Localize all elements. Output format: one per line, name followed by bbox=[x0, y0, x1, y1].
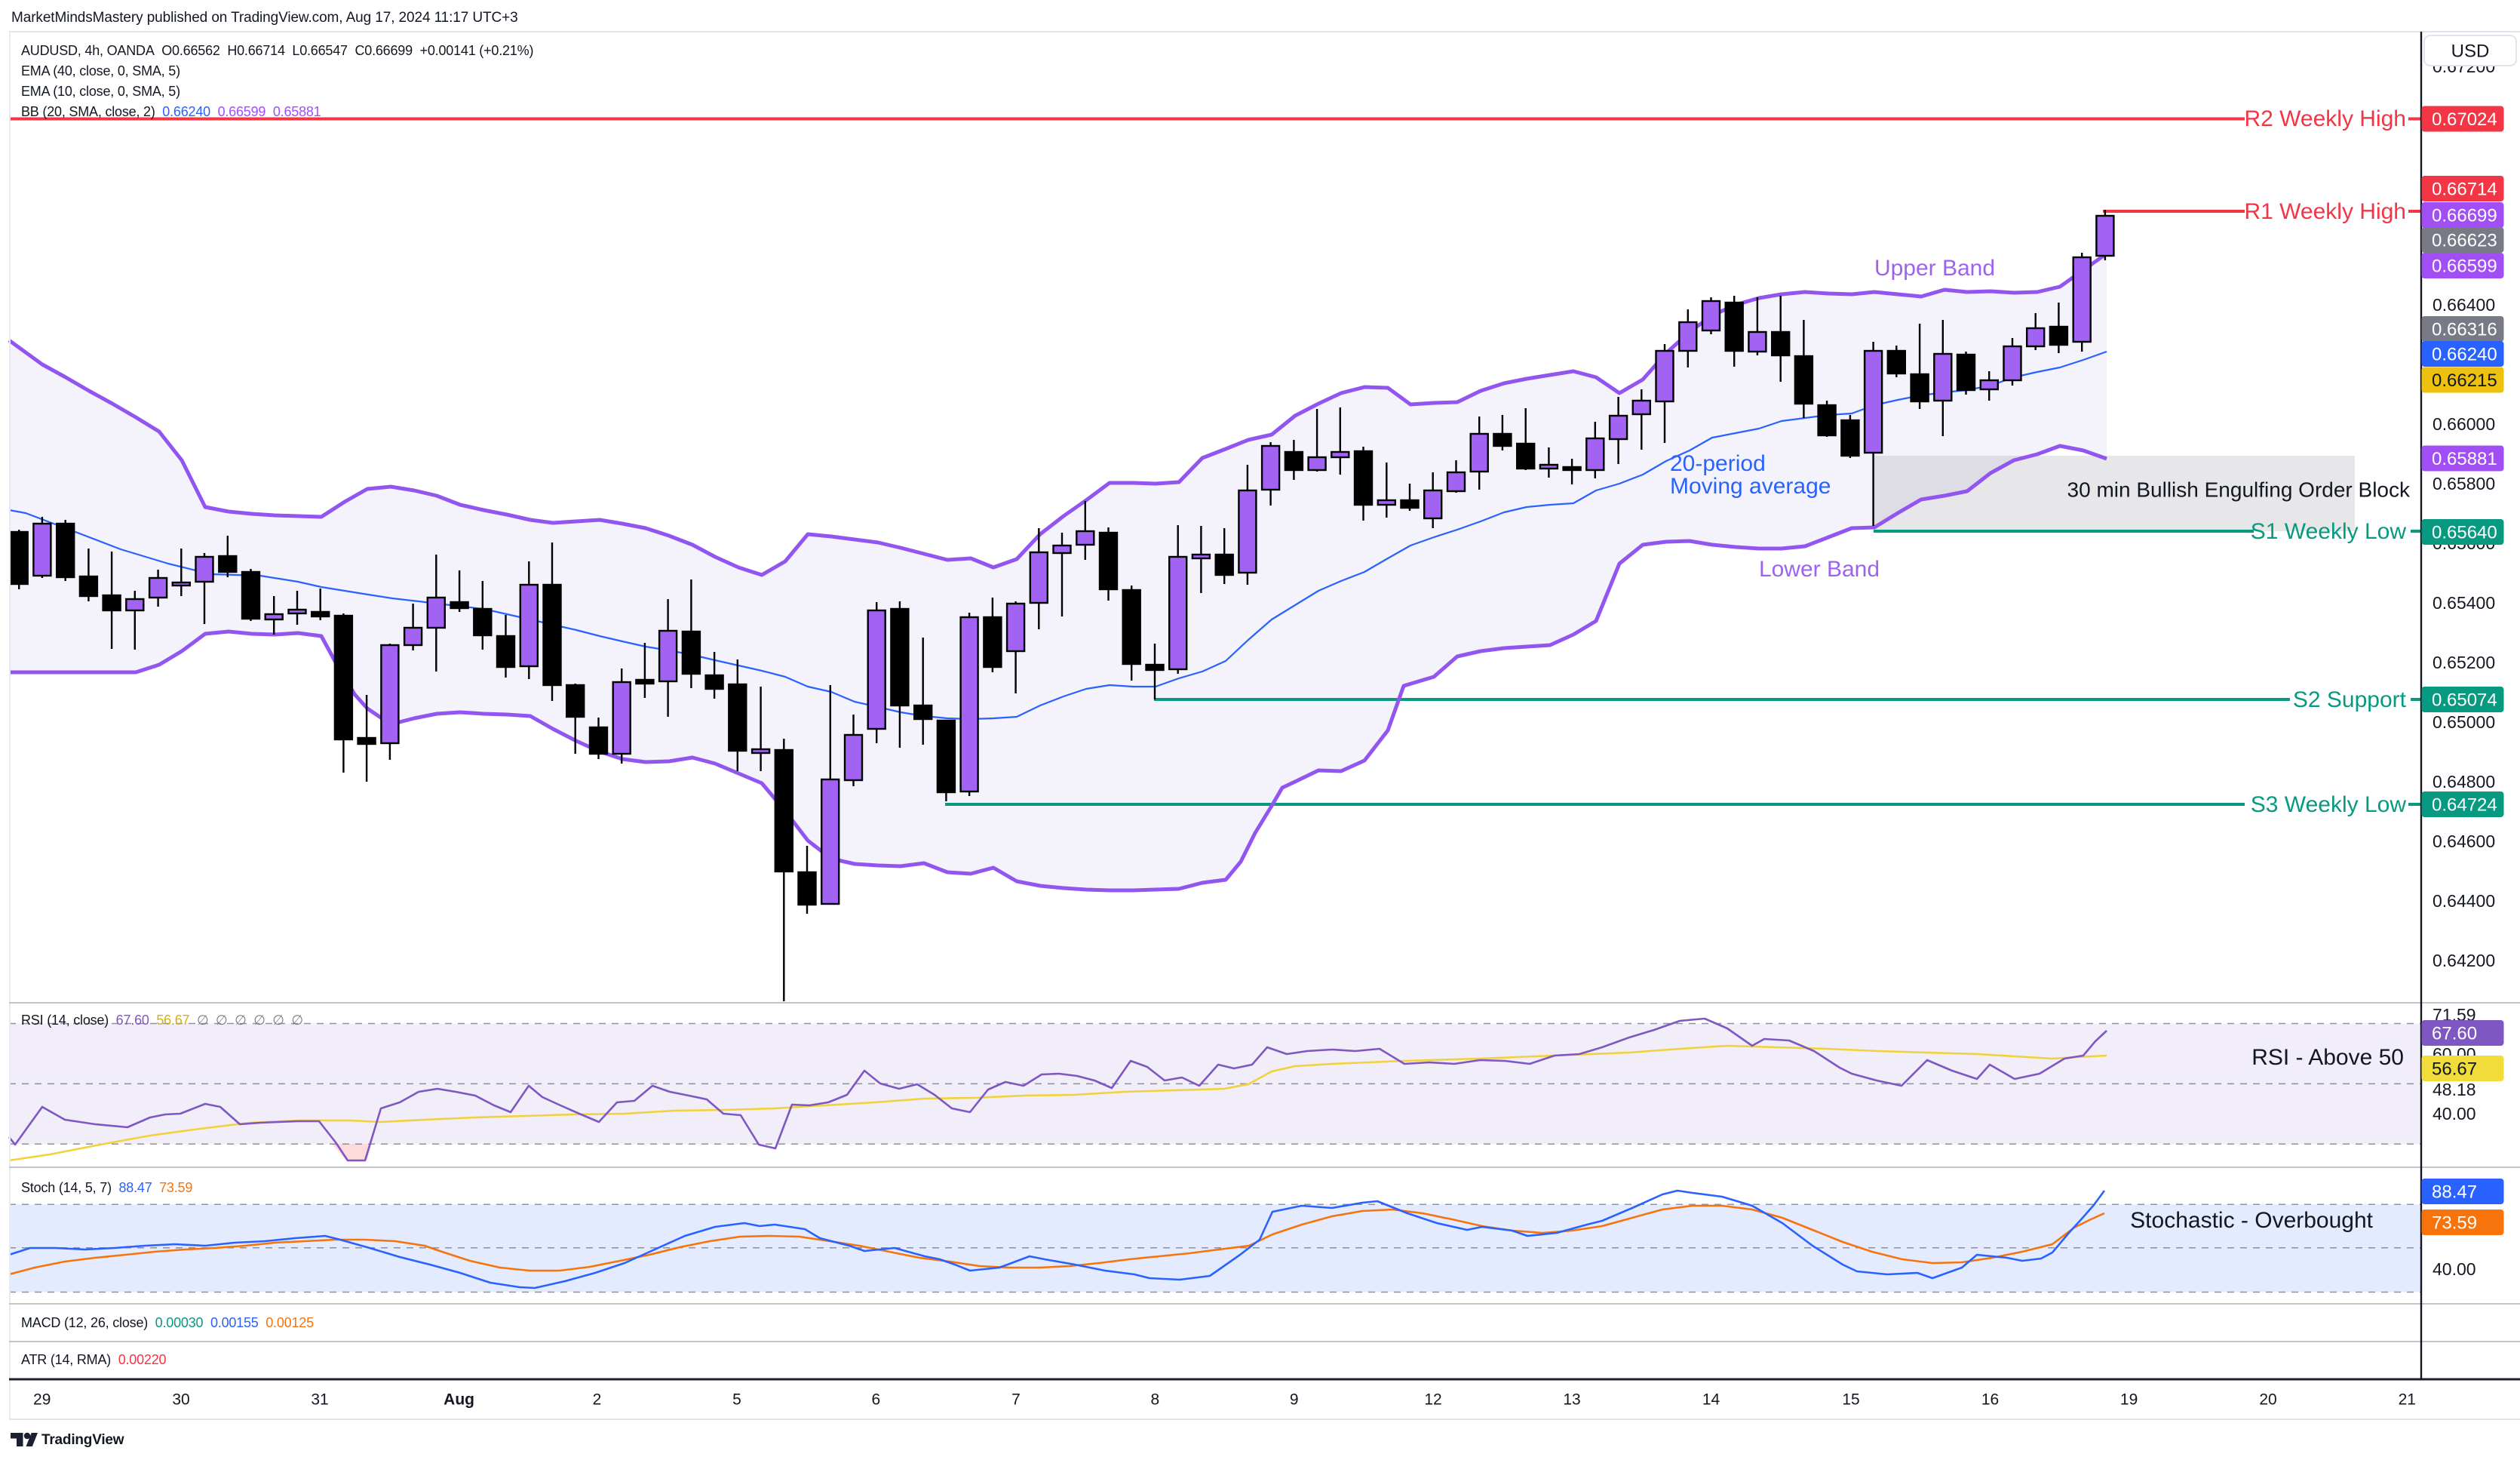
svg-text:67.60: 67.60 bbox=[2432, 1023, 2477, 1044]
svg-text:Stoch (14, 5, 7) 88.47 73.59: Stoch (14, 5, 7) 88.47 73.59 bbox=[21, 1180, 192, 1195]
svg-text:Moving average: Moving average bbox=[1670, 474, 1831, 499]
svg-text:40.00: 40.00 bbox=[2433, 1259, 2476, 1279]
svg-text:20: 20 bbox=[2259, 1391, 2276, 1409]
svg-text:R2 Weekly High: R2 Weekly High bbox=[2244, 106, 2406, 131]
svg-text:S1 Weekly Low: S1 Weekly Low bbox=[2251, 519, 2407, 544]
svg-text:29: 29 bbox=[33, 1391, 51, 1409]
svg-text:5: 5 bbox=[732, 1391, 741, 1409]
svg-text:ATR (14, RMA) 0.00220: ATR (14, RMA) 0.00220 bbox=[21, 1352, 167, 1367]
svg-text:TradingView: TradingView bbox=[41, 1432, 124, 1448]
svg-text:12: 12 bbox=[1424, 1391, 1441, 1409]
svg-text:Upper Band: Upper Band bbox=[1874, 256, 1995, 281]
svg-text:Lower Band: Lower Band bbox=[1759, 557, 1880, 582]
svg-text:BB (20, SMA, close, 2) 0.6624: BB (20, SMA, close, 2) 0.66240 0.66599 0… bbox=[21, 104, 321, 119]
svg-text:0.64800: 0.64800 bbox=[2433, 772, 2495, 791]
svg-text:AUDUSD, 4h, OANDA O0.66562 H: AUDUSD, 4h, OANDA O0.66562 H0.66714 L0.6… bbox=[21, 43, 533, 58]
svg-text:13: 13 bbox=[1563, 1391, 1580, 1409]
svg-text:MarketMindsMastery published o: MarketMindsMastery published on TradingV… bbox=[11, 10, 518, 26]
svg-text:20-period: 20-period bbox=[1670, 451, 1766, 476]
svg-text:0.64400: 0.64400 bbox=[2433, 891, 2495, 911]
svg-text:31: 31 bbox=[311, 1391, 328, 1409]
svg-text:0.66316: 0.66316 bbox=[2432, 319, 2497, 340]
svg-text:14: 14 bbox=[1702, 1391, 1720, 1409]
svg-text:0.67024: 0.67024 bbox=[2432, 109, 2497, 130]
svg-text:R1 Weekly High: R1 Weekly High bbox=[2244, 199, 2406, 224]
svg-text:EMA (40, close, 0, SMA, 5): EMA (40, close, 0, SMA, 5) bbox=[21, 63, 180, 78]
svg-text:0.65074: 0.65074 bbox=[2432, 690, 2497, 710]
svg-text:15: 15 bbox=[1842, 1391, 1859, 1409]
svg-text:0.66699: 0.66699 bbox=[2432, 205, 2497, 226]
svg-text:40.00: 40.00 bbox=[2433, 1104, 2476, 1123]
svg-text:USD: USD bbox=[2451, 41, 2490, 61]
svg-text:16: 16 bbox=[1981, 1391, 1999, 1409]
svg-text:0.65881: 0.65881 bbox=[2432, 449, 2497, 469]
svg-text:8: 8 bbox=[1150, 1391, 1159, 1409]
svg-text:0.66000: 0.66000 bbox=[2433, 414, 2495, 434]
svg-text:21: 21 bbox=[2399, 1391, 2416, 1409]
svg-text:0.66240: 0.66240 bbox=[2432, 344, 2497, 364]
svg-text:0.65000: 0.65000 bbox=[2433, 712, 2495, 732]
svg-text:MACD (12, 26, close) 0.00030: MACD (12, 26, close) 0.00030 0.00155 0.0… bbox=[21, 1315, 314, 1330]
svg-text:30: 30 bbox=[172, 1391, 189, 1409]
svg-text:7: 7 bbox=[1011, 1391, 1021, 1409]
svg-text:73.59: 73.59 bbox=[2432, 1213, 2477, 1233]
svg-text:Aug: Aug bbox=[444, 1391, 474, 1409]
svg-text:0.65400: 0.65400 bbox=[2433, 593, 2495, 613]
svg-text:RSI (14, close) 67.60 56.67: RSI (14, close) 67.60 56.67 ∅ ∅ ∅ ∅ ∅ ∅ bbox=[21, 1013, 303, 1028]
svg-text:RSI - Above 50: RSI - Above 50 bbox=[2251, 1045, 2404, 1070]
svg-text:0.65200: 0.65200 bbox=[2433, 653, 2495, 672]
svg-text:56.67: 56.67 bbox=[2432, 1059, 2477, 1079]
svg-text:2: 2 bbox=[593, 1391, 602, 1409]
svg-text:0.66623: 0.66623 bbox=[2432, 230, 2497, 251]
svg-text:19: 19 bbox=[2120, 1391, 2138, 1409]
svg-text:0.64600: 0.64600 bbox=[2433, 831, 2495, 851]
svg-text:0.66599: 0.66599 bbox=[2432, 256, 2497, 276]
svg-text:30 min Bullish Engulfing Order: 30 min Bullish Engulfing Order Block bbox=[2067, 478, 2411, 501]
svg-text:0.64200: 0.64200 bbox=[2433, 951, 2495, 970]
svg-text:88.47: 88.47 bbox=[2432, 1182, 2477, 1202]
svg-text:0.66714: 0.66714 bbox=[2432, 179, 2497, 199]
svg-text:Stochastic - Overbought: Stochastic - Overbought bbox=[2130, 1208, 2373, 1233]
svg-text:0.65640: 0.65640 bbox=[2432, 522, 2497, 543]
svg-text:0.66400: 0.66400 bbox=[2433, 295, 2495, 315]
svg-text:9: 9 bbox=[1290, 1391, 1299, 1409]
svg-text:0.64724: 0.64724 bbox=[2432, 795, 2497, 815]
svg-text:S2 Support: S2 Support bbox=[2293, 687, 2407, 712]
svg-text:0.66215: 0.66215 bbox=[2432, 370, 2497, 391]
svg-text:EMA (10, close, 0, SMA, 5): EMA (10, close, 0, SMA, 5) bbox=[21, 84, 180, 99]
svg-text:0.65800: 0.65800 bbox=[2433, 474, 2495, 493]
svg-text:48.18: 48.18 bbox=[2433, 1080, 2476, 1099]
svg-text:S3 Weekly Low: S3 Weekly Low bbox=[2251, 792, 2407, 817]
svg-text:6: 6 bbox=[872, 1391, 881, 1409]
